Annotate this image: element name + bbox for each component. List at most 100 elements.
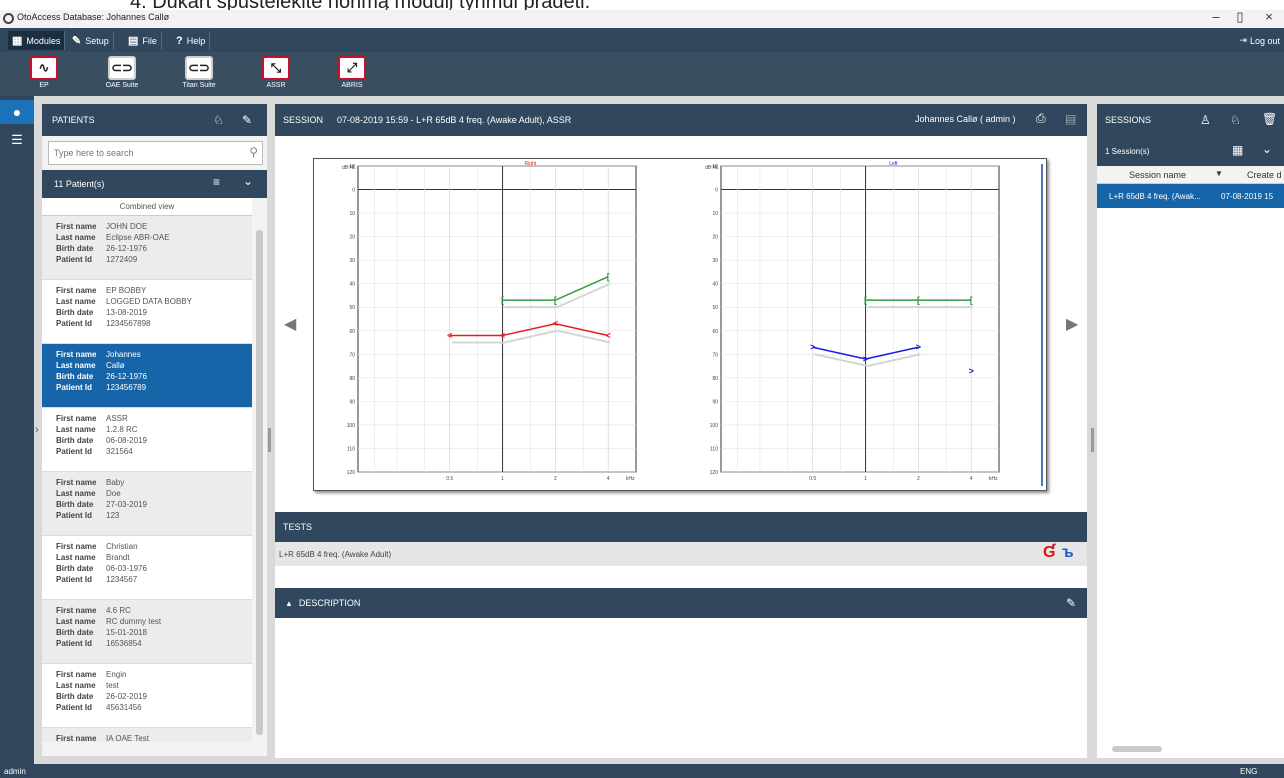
patient-card[interactable]: First name ASSR Last name 1.2.8 RC Birth dat…	[42, 408, 252, 472]
field-label: First name	[56, 670, 97, 679]
y-tick-label: 100	[710, 423, 719, 429]
search-icon[interactable]: ⚲	[249, 145, 258, 159]
module-assr[interactable]: ⤡ ASSR	[251, 56, 301, 94]
next-arrow-icon[interactable]: ▶	[1066, 316, 1079, 333]
session-header: SESSION 07-08-2019 15:59 - L+R 65dB 4 fr…	[275, 104, 1087, 136]
patient-field-first: First name JOHN DOE	[56, 221, 252, 232]
field-value: 123456789	[106, 383, 147, 392]
sessions-column-header: Session name ▼ Create d	[1097, 166, 1284, 184]
patient-field-first: First name Johannes	[56, 349, 252, 360]
field-label: Birth date	[56, 436, 94, 445]
edit-description-icon[interactable]: ✎	[1066, 596, 1077, 610]
patient-card[interactable]: First name Christian Last name Brandt Birth …	[42, 536, 252, 600]
sessions-chevron-down-icon[interactable]: ⌄	[1262, 142, 1273, 156]
field-label: Birth date	[56, 244, 94, 253]
grid-view-icon[interactable]: ▦	[1232, 143, 1244, 157]
session-title: 07-08-2019 15:59 - L+R 65dB 4 freq. (Awa…	[337, 115, 572, 125]
menu-modules[interactable]: ▦ Modules	[8, 31, 66, 50]
logout-button[interactable]: ⇥ Log out	[1239, 31, 1280, 50]
patient-list: Combined view First name JOHN DOE Last nam…	[42, 198, 267, 742]
test-row[interactable]: L+R 65dB 4 freq. (Awake Adult)	[275, 542, 1087, 566]
add-session-icon[interactable]: ♙	[1200, 113, 1211, 127]
description-body[interactable]	[275, 618, 1087, 758]
abris-audiogram-icon: ⤢	[338, 56, 366, 80]
menu-modules-label: Modules	[26, 35, 61, 46]
trash-icon[interactable]: 🗑	[1262, 112, 1278, 126]
chevron-down-icon[interactable]: ⌄	[243, 174, 254, 188]
sort-down-icon[interactable]: ▼	[1215, 169, 1223, 178]
file-icon: ▤	[128, 35, 139, 47]
x-tick-label: 1	[501, 476, 504, 482]
prev-arrow-icon[interactable]: ◀	[284, 316, 297, 333]
print-icon[interactable]: ⎙	[1036, 111, 1046, 125]
combined-view[interactable]: Combined view	[42, 198, 252, 216]
patient-card[interactable]: First name 4.6 RC Last name RC dummy test Bi…	[42, 600, 252, 664]
y-tick-label: 30	[349, 258, 355, 264]
menu-help[interactable]: ? Help	[172, 31, 211, 50]
patient-field-id: Patient Id 321564	[56, 446, 252, 457]
field-label: Birth date	[56, 372, 94, 381]
module-toolbar	[0, 52, 1284, 96]
session-row[interactable]: L+R 65dB 4 freq. (Awak... 07-08-2019 15	[1097, 184, 1284, 208]
patient-field-first: First name Engin	[56, 669, 252, 680]
x-axis-label: kHz	[989, 476, 998, 482]
close-button[interactable]: ×	[1265, 9, 1273, 24]
description-header[interactable]: ▲ DESCRIPTION	[275, 588, 1087, 618]
module-ep[interactable]: ∿ EP	[19, 56, 69, 94]
y-tick-label: -10	[348, 164, 355, 170]
patient-view-icon[interactable]: ●	[0, 100, 34, 124]
session-row-name: L+R 65dB 4 freq. (Awak...	[1109, 192, 1201, 201]
field-value: Doe	[106, 489, 121, 498]
add-patient-icon[interactable]: ♘	[213, 113, 224, 127]
field-label: Birth date	[56, 628, 94, 637]
chart-frame	[720, 165, 1000, 473]
patient-list-scrollbar[interactable]	[256, 230, 263, 735]
maximize-button[interactable]: ▯	[1236, 9, 1244, 24]
import-session-icon[interactable]: ♘	[1230, 113, 1241, 127]
series-shadow	[814, 353, 921, 368]
field-label: First name	[56, 542, 97, 551]
menu-setup-label: Setup	[85, 35, 109, 46]
chart-frame	[357, 165, 637, 473]
list-menu-icon[interactable]: ≡	[213, 175, 221, 189]
patient-field-last: Last name RC dummy test	[56, 616, 252, 627]
patient-card[interactable]: First name Baby Last name Doe Birth date 27-0…	[42, 472, 252, 536]
menu-bar	[0, 28, 1284, 52]
y-tick-label: 110	[347, 446, 355, 452]
data-point-marker: [	[864, 295, 867, 305]
y-tick-label: 80	[349, 376, 355, 382]
edit-patient-icon[interactable]: ✎	[242, 113, 253, 127]
field-label: Birth date	[56, 308, 94, 317]
menu-file[interactable]: ▤ File	[124, 31, 162, 50]
left-splitter[interactable]	[268, 428, 271, 452]
patient-card[interactable]: First name JOHN DOE Last name Eclipse ABR-O…	[42, 216, 252, 280]
patient-card[interactable]: First name EP BOBBY Last name LOGGED DATA B…	[42, 280, 252, 344]
data-point-marker: [	[607, 272, 610, 282]
sessions-hscroll[interactable]	[1112, 746, 1162, 752]
wrench-icon: ✎	[72, 35, 82, 47]
minimize-button[interactable]: –	[1212, 9, 1220, 24]
titan-probe-icon: ⊂⊃	[185, 56, 213, 80]
right-splitter[interactable]	[1091, 428, 1094, 452]
patient-search-input[interactable]	[49, 142, 234, 164]
col-session-name[interactable]: Session name	[1129, 170, 1187, 180]
patient-field-last: Last name Callø	[56, 360, 252, 371]
menu-setup[interactable]: ✎ Setup	[68, 31, 114, 50]
report-icon[interactable]: ▤	[1065, 112, 1077, 126]
list-view-icon[interactable]: ☰	[11, 132, 23, 147]
y-tick-label: 50	[349, 305, 355, 311]
patient-field-first: First name EP BOBBY	[56, 285, 252, 296]
data-point-marker: <	[553, 319, 558, 329]
field-value: 06-03-1976	[106, 564, 147, 573]
expand-rail-icon[interactable]: ›	[35, 424, 39, 436]
field-label: First name	[56, 222, 97, 231]
patient-card[interactable]: First name Engin Last name test Birth date 26…	[42, 664, 252, 728]
patient-card[interactable]: First name Johannes Last name Callø Birth da…	[42, 344, 252, 408]
status-user: admin	[4, 767, 26, 776]
module-titan-suite[interactable]: ⊂⊃ Titan Suite	[174, 56, 224, 94]
module-oae-suite[interactable]: ⊂⊃ OAE Suite	[97, 56, 147, 94]
patient-count-bar: 11 Patient(s)	[42, 170, 267, 198]
col-created[interactable]: Create d	[1247, 170, 1282, 180]
module-abris[interactable]: ⤢ ABRIS	[327, 56, 377, 94]
